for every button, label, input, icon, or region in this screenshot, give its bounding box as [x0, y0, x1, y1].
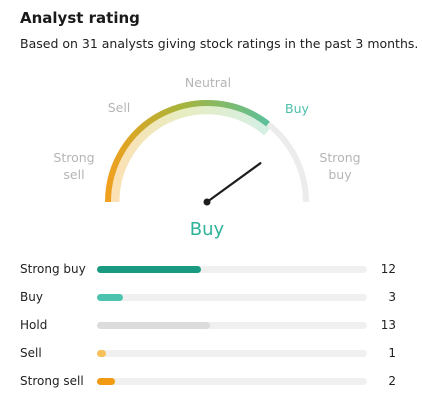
rating-bar-fill: [97, 350, 106, 357]
rating-bar-fill: [97, 378, 115, 385]
rating-label: Strong buy: [20, 262, 86, 276]
rating-verdict: Buy: [190, 219, 225, 240]
rating-label: Strong sell: [20, 374, 84, 388]
rating-bar-fill: [97, 266, 201, 273]
rating-row-hold: Hold 13: [0, 314, 422, 338]
gauge-value-arc: [105, 99, 270, 203]
gauge-track: [105, 100, 309, 203]
rating-label: Hold: [20, 318, 48, 332]
rating-count: 1: [388, 346, 396, 360]
rating-count: 2: [388, 374, 396, 388]
rating-row-strong-buy: Strong buy 12: [0, 258, 422, 282]
page-title: Analyst rating: [20, 9, 140, 27]
rating-label: Sell: [20, 346, 42, 360]
rating-bar-track: [97, 378, 367, 385]
rating-gauge: Strong sell Sell Neutral Buy Strong buy …: [53, 75, 360, 240]
rating-bar-track: [97, 266, 367, 273]
rating-bar-track: [97, 322, 367, 329]
rating-bar-track: [97, 350, 367, 357]
gauge-label-strong-sell-2: sell: [63, 167, 84, 182]
rating-label: Buy: [20, 290, 43, 304]
rating-count: 13: [380, 318, 396, 332]
gauge-label-strong-buy: Strong: [319, 150, 360, 165]
rating-bar-fill: [97, 294, 123, 301]
gauge-label-strong-sell: Strong: [53, 150, 94, 165]
rating-row-buy: Buy 3: [0, 286, 422, 310]
gauge-label-strong-buy-2: buy: [328, 167, 352, 182]
rating-bar-fill: [97, 322, 210, 329]
rating-count: 3: [388, 290, 396, 304]
gauge-inner-glow: [110, 105, 270, 203]
gauge-needle-pivot: [203, 198, 211, 206]
page-subtitle: Based on 31 analysts giving stock rating…: [20, 36, 419, 51]
gauge-needle: [205, 162, 262, 204]
rating-count: 12: [380, 262, 396, 276]
gauge-label-buy: Buy: [285, 101, 309, 116]
gauge-label-sell: Sell: [108, 100, 131, 115]
rating-row-strong-sell: Strong sell 2: [0, 370, 422, 394]
gauge-label-neutral: Neutral: [185, 75, 231, 90]
rating-row-sell: Sell 1: [0, 342, 422, 366]
rating-bar-track: [97, 294, 367, 301]
